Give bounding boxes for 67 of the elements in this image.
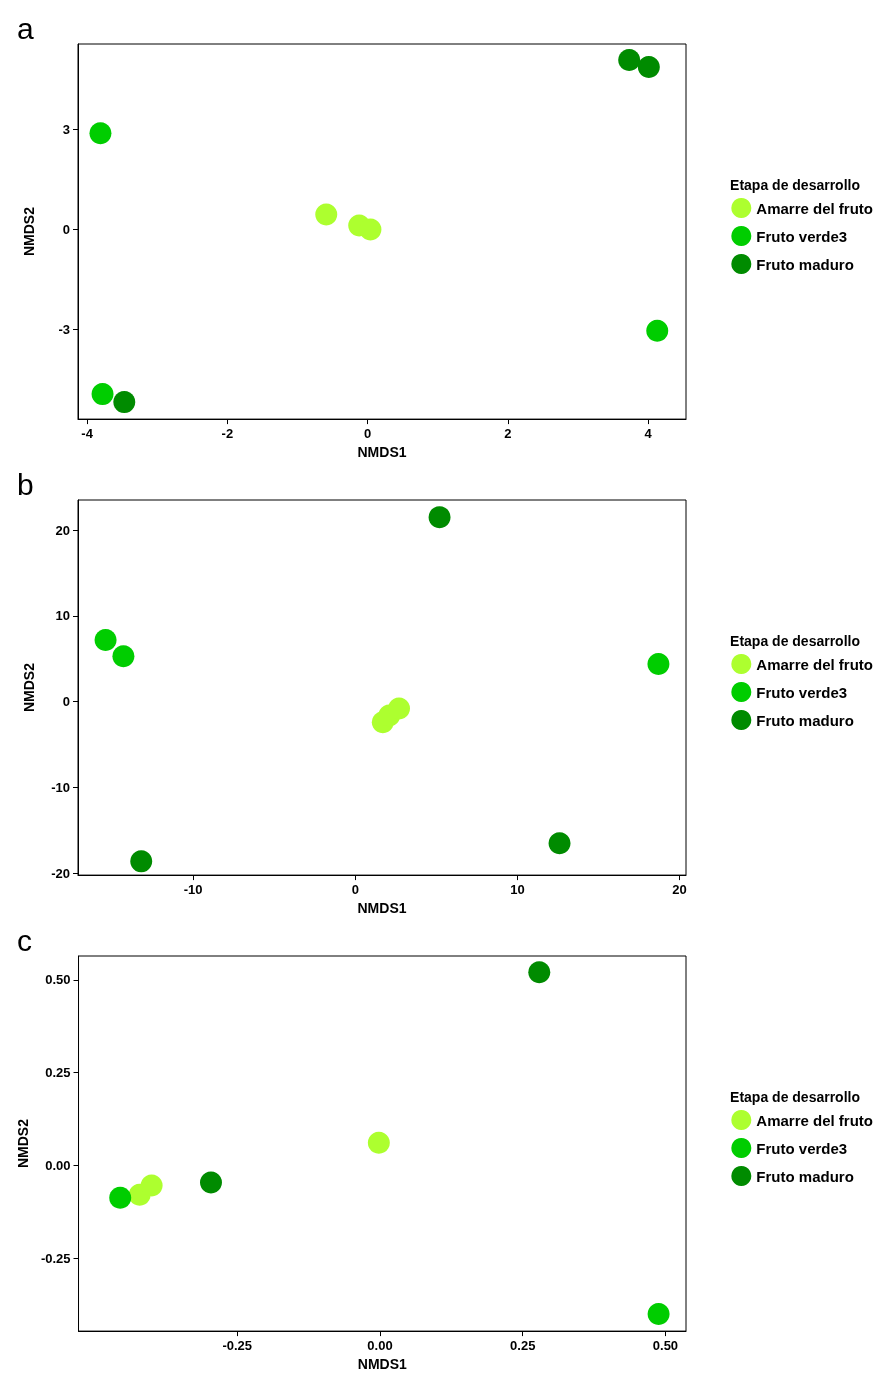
y-axis-title: NMDS2 <box>21 206 37 257</box>
x-tick-label: -10 <box>183 882 203 898</box>
point <box>388 697 411 720</box>
legend-title: Etapa de desarrollo <box>730 177 861 193</box>
point <box>140 1174 163 1197</box>
x-tick-label: -0.25 <box>222 1338 253 1354</box>
y-tick-label: 0.00 <box>45 1157 71 1173</box>
point <box>647 1303 670 1326</box>
legend-label: Fruto verde3 <box>756 227 848 245</box>
x-tick-label: 0.00 <box>367 1338 393 1354</box>
point <box>109 1186 132 1209</box>
point <box>528 961 551 984</box>
x-tick-label: -2 <box>221 426 234 442</box>
x-tick-label: -4 <box>81 426 94 442</box>
chart-title: c <box>17 923 32 957</box>
point <box>315 203 338 226</box>
y-tick-label: -3 <box>58 321 70 337</box>
y-tick-label: 0.25 <box>45 1065 71 1081</box>
legend-label: Fruto verde3 <box>756 1139 848 1157</box>
point <box>618 49 641 71</box>
legend-label: Fruto maduro <box>756 711 854 729</box>
point <box>89 122 112 145</box>
point <box>637 55 660 78</box>
x-tick-label: 10 <box>510 882 525 898</box>
point <box>647 652 670 675</box>
legend-label: Amarre del fruto <box>756 199 874 217</box>
x-axis-title: NMDS1 <box>357 1356 407 1372</box>
point <box>200 1171 222 1194</box>
legend-label: Amarre del fruto <box>756 655 874 673</box>
y-tick-label: -20 <box>51 865 70 881</box>
point <box>428 506 451 529</box>
chart-title: b <box>17 467 34 501</box>
legend-label: Fruto maduro <box>756 1167 854 1185</box>
x-axis-title: NMDS1 <box>357 444 407 460</box>
x-tick-label: 0 <box>351 882 359 898</box>
point <box>646 319 669 342</box>
x-tick-label: 20 <box>672 882 687 898</box>
legend-label: Amarre del fruto <box>756 1111 874 1129</box>
point <box>130 850 153 873</box>
x-axis-title: NMDS1 <box>357 900 407 916</box>
point <box>113 391 136 414</box>
y-tick-label: -0.25 <box>40 1250 71 1266</box>
legend-label: Fruto verde3 <box>756 683 848 701</box>
y-tick-label: 10 <box>55 608 70 624</box>
point <box>112 645 135 668</box>
point <box>94 628 117 651</box>
y-tick-label: 0.50 <box>45 972 71 988</box>
y-tick-label: 20 <box>55 522 70 538</box>
x-tick-label: 0.25 <box>510 1338 536 1354</box>
y-axis-title: NMDS2 <box>15 1118 31 1169</box>
y-axis-title: NMDS2 <box>21 662 37 713</box>
legend-title: Etapa de desarrollo <box>730 1089 861 1105</box>
legend-label: Fruto maduro <box>756 255 854 273</box>
y-tick-label: 0 <box>62 222 70 238</box>
y-tick-label: 0 <box>62 694 70 710</box>
y-tick-label: 3 <box>62 122 70 138</box>
point <box>91 383 114 406</box>
x-tick-label: 2 <box>504 426 512 442</box>
x-tick-label: 0 <box>364 426 372 442</box>
y-tick-label: -10 <box>51 780 70 796</box>
x-tick-label: 0.50 <box>652 1338 679 1354</box>
x-tick-label: 4 <box>644 426 653 442</box>
legend-title: Etapa de desarrollo <box>730 633 861 649</box>
chart-title: a <box>17 11 34 45</box>
point <box>359 218 382 241</box>
point <box>548 832 571 855</box>
point <box>367 1131 390 1154</box>
